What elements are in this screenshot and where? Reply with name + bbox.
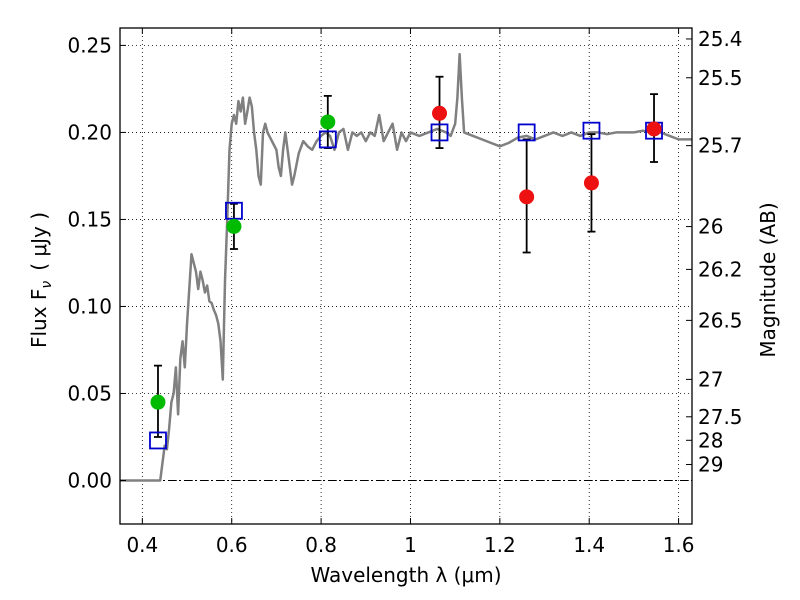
data-point (432, 105, 448, 121)
x-axis-title: Wavelength λ (μm) (310, 563, 501, 587)
y-axis-title-sub: ν (39, 281, 55, 289)
right-tick-label: 26.5 (698, 308, 743, 332)
y-axis-title-right: Magnitude (AB) (756, 202, 780, 357)
model-square (430, 123, 449, 142)
right-tick-label: 25.5 (698, 66, 743, 90)
model-square (225, 201, 243, 220)
y-axis-title-main: Flux F (27, 289, 51, 348)
x-tick-label: 1 (404, 533, 417, 557)
right-tick-label: 25.7 (698, 134, 743, 158)
y-tick-label: 0.15 (67, 207, 112, 231)
data-point (226, 218, 242, 234)
x-axis: 0.4 0.6 0.8 1 1.2 1.4 1.6 (126, 28, 695, 557)
data-point (519, 189, 535, 205)
svg-text:Flux Fν( μJy ): Flux Fν ( μJy ) (27, 212, 55, 348)
data-point (320, 114, 336, 130)
right-tick-label: 27 (698, 367, 723, 391)
data-point (150, 394, 166, 410)
y-axis-title-left: Flux Fν ( μJy ) (27, 212, 55, 348)
y-tick-label: 0.05 (67, 381, 112, 405)
y-tick-label: 0.00 (67, 468, 112, 492)
data-point (646, 121, 662, 137)
x-tick-label: 0.6 (216, 533, 248, 557)
error-bars (153, 75, 659, 438)
grid (120, 28, 692, 524)
y-tick-label: 0.20 (67, 120, 112, 144)
x-tick-label: 1.4 (573, 533, 605, 557)
model-square (318, 130, 337, 149)
y-axis-title-right-text: Magnitude (AB) (756, 202, 780, 357)
right-tick-label: 28 (698, 428, 723, 452)
right-tick-label: 27.5 (698, 405, 743, 429)
data-point (583, 175, 599, 191)
x-tick-label: 0.4 (126, 533, 158, 557)
x-tick-label: 0.8 (305, 533, 337, 557)
right-tick-label: 25.4 (698, 27, 743, 51)
x-tick-label: 1.6 (663, 533, 695, 557)
spectrum-line (120, 52, 692, 482)
model-square (582, 121, 601, 140)
model-points (149, 121, 663, 450)
observed-points (150, 105, 662, 410)
y-axis-left: 0.00 0.05 0.10 0.15 0.20 0.25 (67, 33, 126, 492)
right-tick-label: 26 (698, 215, 723, 239)
right-tick-label: 26.2 (698, 257, 743, 281)
plot-frame (119, 27, 693, 525)
model-square (517, 123, 536, 142)
spectrum (120, 52, 692, 482)
y-axis-title-unit: ( μJy ) (27, 212, 51, 271)
y-tick-label: 0.25 (67, 33, 112, 57)
y-tick-label: 0.10 (67, 294, 112, 318)
x-tick-label: 1.2 (484, 533, 516, 557)
model-square (149, 431, 167, 450)
right-tick-label: 29 (698, 452, 723, 476)
